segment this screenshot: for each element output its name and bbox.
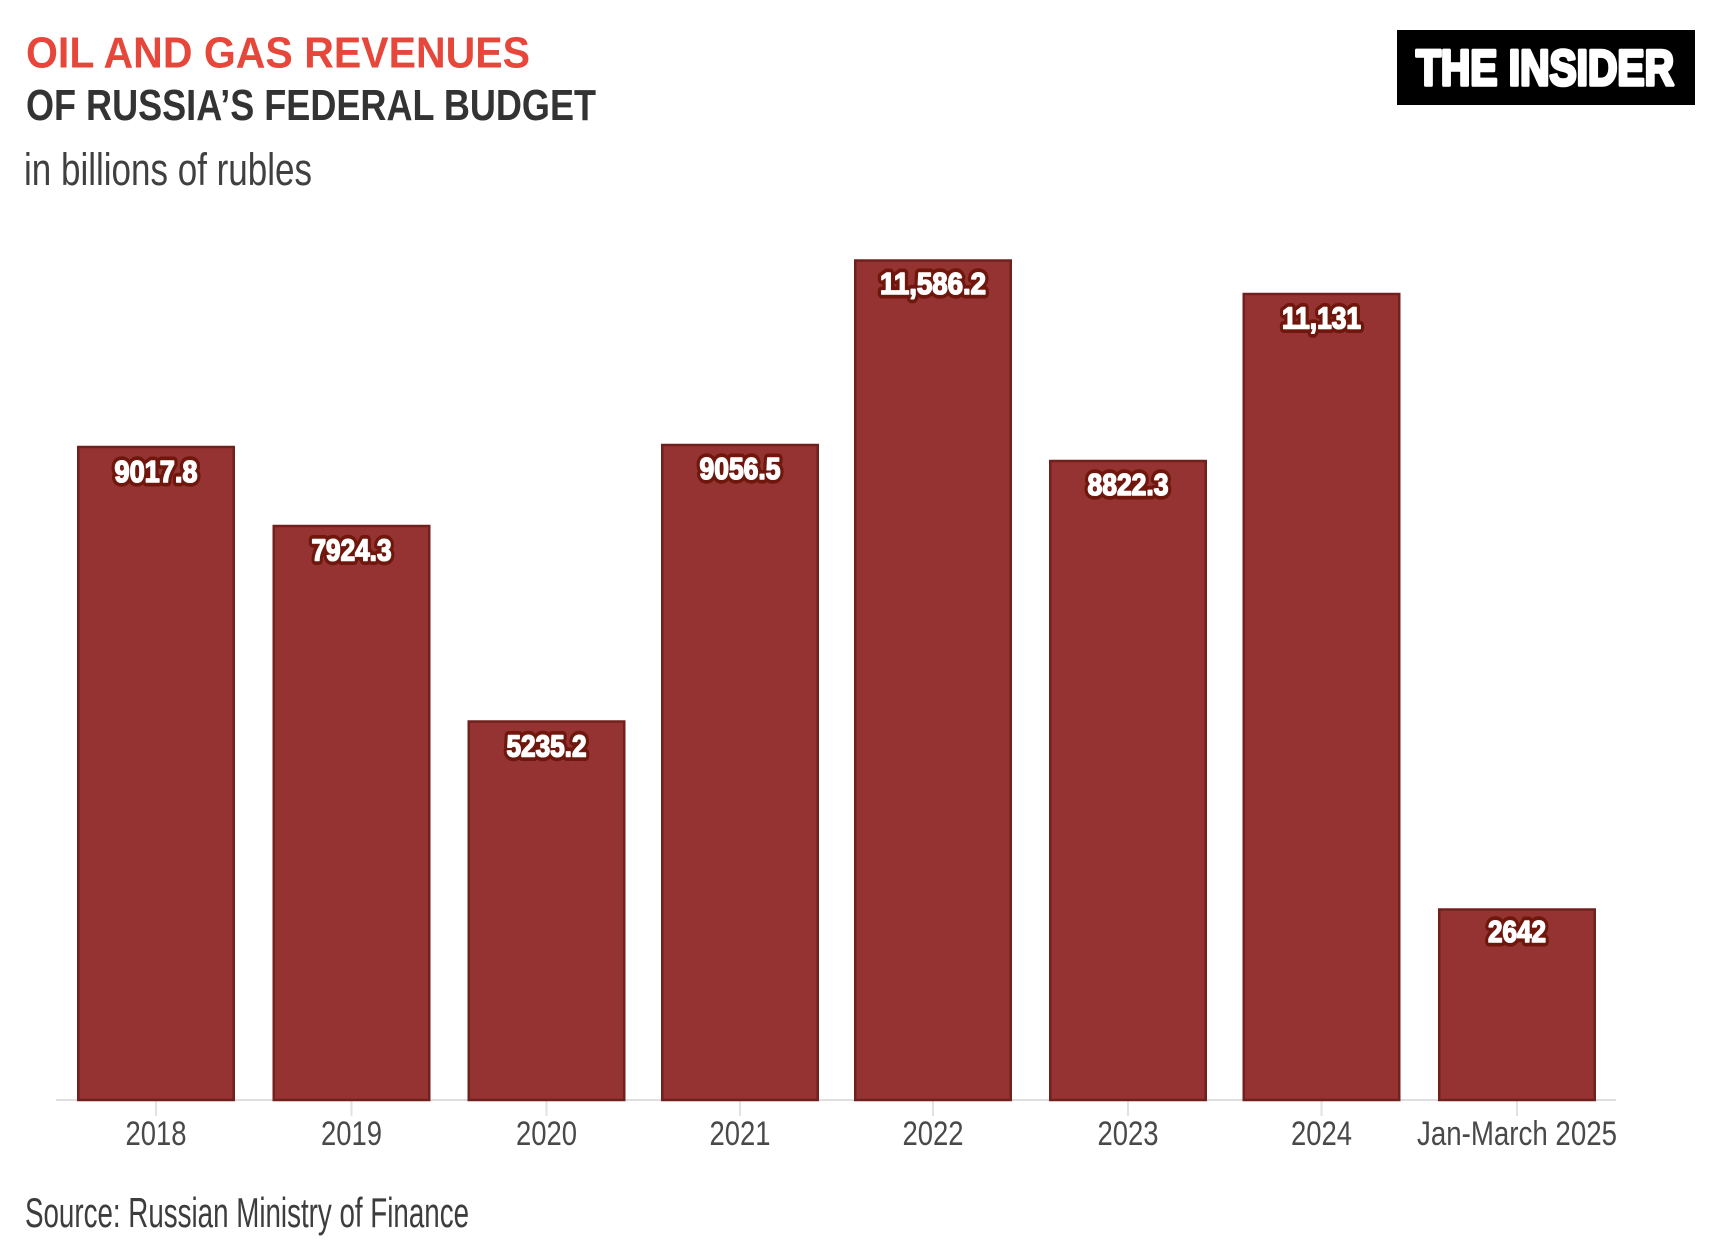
- svg-text:5235.2: 5235.2: [507, 729, 587, 764]
- svg-text:2024: 2024: [1291, 1115, 1352, 1153]
- svg-text:2023: 2023: [1098, 1115, 1159, 1153]
- svg-text:2022: 2022: [903, 1115, 964, 1153]
- svg-text:THE INSIDER: THE INSIDER: [1416, 40, 1674, 96]
- svg-text:2019: 2019: [321, 1115, 382, 1153]
- svg-text:2642: 2642: [1488, 914, 1546, 949]
- svg-text:11,586.2: 11,586.2: [880, 266, 986, 301]
- svg-text:9056.5: 9056.5: [700, 451, 781, 486]
- svg-text:2018: 2018: [126, 1115, 187, 1153]
- svg-text:9056.5: 9056.5: [700, 451, 781, 486]
- svg-text:7924.3: 7924.3: [312, 533, 392, 568]
- svg-text:9017.8: 9017.8: [115, 454, 198, 489]
- svg-text:11,131: 11,131: [1282, 301, 1361, 336]
- svg-text:8822.3: 8822.3: [1088, 467, 1169, 502]
- svg-text:OF RUSSIA’S FEDERAL BUDGET: OF RUSSIA’S FEDERAL BUDGET: [26, 81, 596, 130]
- svg-text:Jan-March 2025: Jan-March 2025: [1417, 1115, 1617, 1153]
- svg-text:5235.2: 5235.2: [507, 729, 587, 764]
- svg-text:7924.3: 7924.3: [312, 533, 392, 568]
- svg-text:8822.3: 8822.3: [1088, 467, 1169, 502]
- svg-text:2020: 2020: [516, 1115, 577, 1153]
- svg-text:11,586.2: 11,586.2: [880, 266, 986, 301]
- svg-text:OIL AND GAS REVENUES: OIL AND GAS REVENUES: [26, 29, 530, 78]
- svg-text:2021: 2021: [710, 1115, 771, 1153]
- svg-text:9017.8: 9017.8: [115, 454, 198, 489]
- svg-text:11,131: 11,131: [1282, 301, 1361, 336]
- svg-text:Source: Russian Ministry of Fi: Source: Russian Ministry of Finance: [25, 1189, 469, 1236]
- svg-text:in billions of rubles: in billions of rubles: [24, 144, 312, 195]
- svg-text:2642: 2642: [1488, 914, 1546, 949]
